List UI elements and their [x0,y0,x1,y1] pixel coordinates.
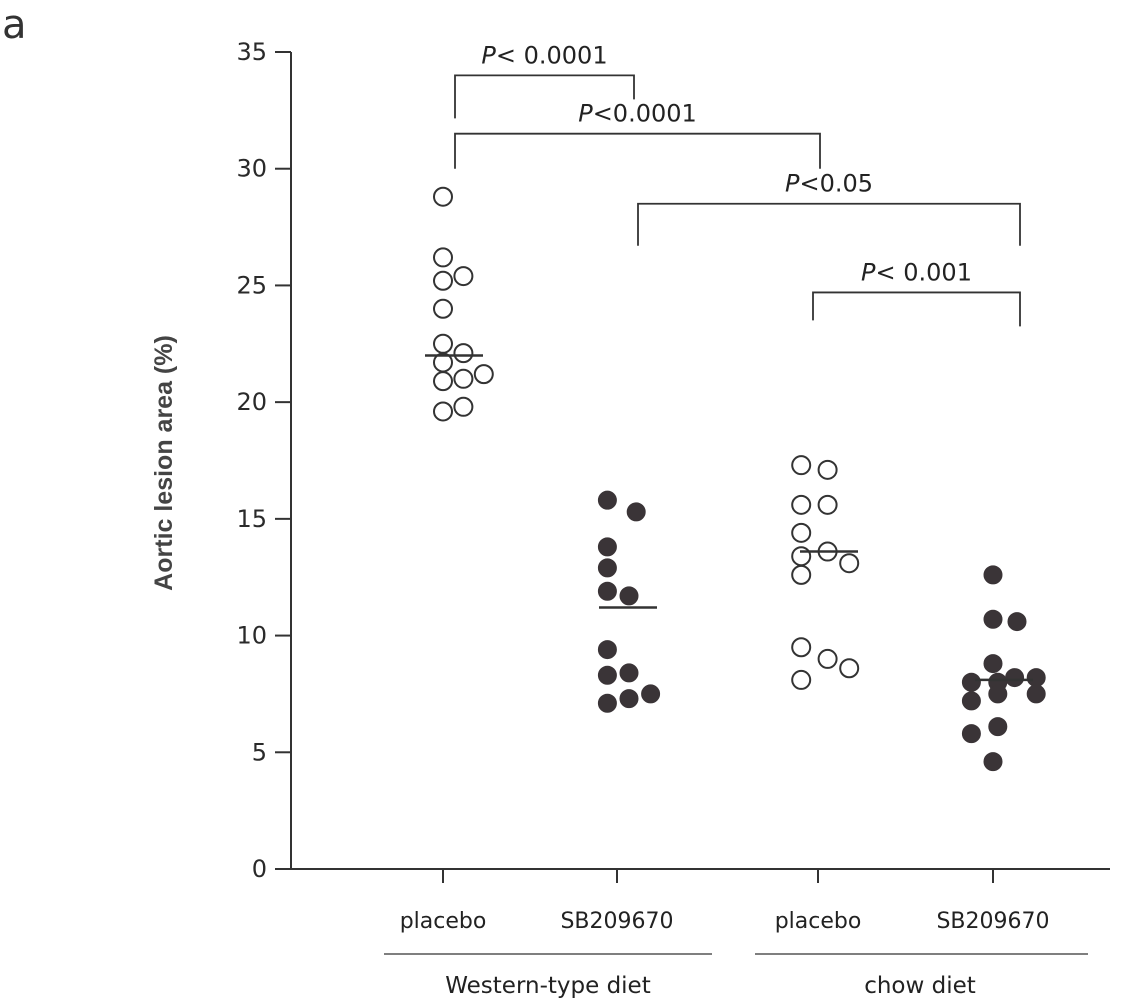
data-point [817,494,838,515]
data-point [817,648,838,669]
y-tick-label: 25 [236,271,267,299]
data-point [453,266,474,287]
category-label: SB209670 [560,909,673,934]
data-point [983,752,1003,772]
data-point [641,684,661,704]
category-label: placebo [400,909,487,934]
data-point [433,186,453,207]
data-point [433,371,453,392]
panel-label: a [2,2,27,48]
significance-bracket [454,132,821,169]
data-point [961,672,981,692]
data-point [817,459,838,480]
data-point [1005,668,1025,688]
y-tick-label: 35 [236,38,267,66]
y-tick-label: 20 [236,388,267,416]
data-point [597,537,617,557]
p-value-label: P< 0.001 [861,258,972,286]
y-tick-label: 5 [252,738,267,766]
data-point [597,581,617,601]
data-point [619,663,639,683]
data-point [1026,684,1046,704]
data-point [1026,668,1046,688]
axes [290,52,1110,870]
median-lines [425,354,1033,682]
category-labels: placebo SB209670 placebo SB209670 [400,909,1050,934]
y-tick-label: 30 [236,155,267,183]
data-point [961,724,981,744]
data-point [433,247,453,268]
y-tick-label: 0 [252,855,267,883]
data-point [453,343,474,364]
data-point [983,654,1003,674]
data-point [988,684,1008,704]
significance-bracket [454,74,635,119]
data-point [791,669,812,690]
data-point [619,586,639,606]
y-axis-label: Aortic lesion area (%) [150,335,178,591]
data-point [791,522,812,543]
data-point [988,717,1008,737]
data-point [791,637,812,658]
significance-bracket [812,291,1021,327]
y-ticks: 0 5 10 15 20 25 30 35 [236,38,291,883]
data-point [791,494,812,515]
data-point [453,396,474,417]
data-point [433,333,453,354]
data-point [597,558,617,578]
group-label: chow diet [864,973,976,999]
p-value-label: P<0.05 [785,170,873,198]
p-value-label: P< 0.0001 [481,41,607,69]
data-point [597,665,617,685]
significance-bracket [637,202,1021,246]
data-point [433,401,453,422]
data-point [597,640,617,660]
data-point [473,364,494,385]
data-point [791,564,812,585]
data-point [1007,612,1027,632]
group-labels: Western-type diet chow diet [384,953,1088,999]
data-point [453,368,474,389]
significance-brackets: P< 0.0001 P<0.0001 P<0.05 P< 0.001 [454,41,1021,327]
data-point [433,270,453,291]
data-point [626,502,646,522]
data-point [597,693,617,713]
y-tick-label: 15 [236,505,267,533]
category-label: SB209670 [936,909,1049,934]
data-point [983,609,1003,629]
data-points [433,186,1046,772]
x-ticks [442,869,994,883]
p-value-label: P<0.0001 [578,100,697,128]
data-point [839,658,860,679]
data-point [791,455,812,476]
group-label: Western-type diet [445,973,650,999]
data-point [961,691,981,711]
data-point [791,546,812,567]
data-point [839,553,860,574]
data-point [597,490,617,510]
data-point [619,689,639,709]
data-point [433,298,453,319]
data-point [983,565,1003,585]
y-tick-label: 10 [236,622,267,650]
category-label: placebo [775,909,862,934]
